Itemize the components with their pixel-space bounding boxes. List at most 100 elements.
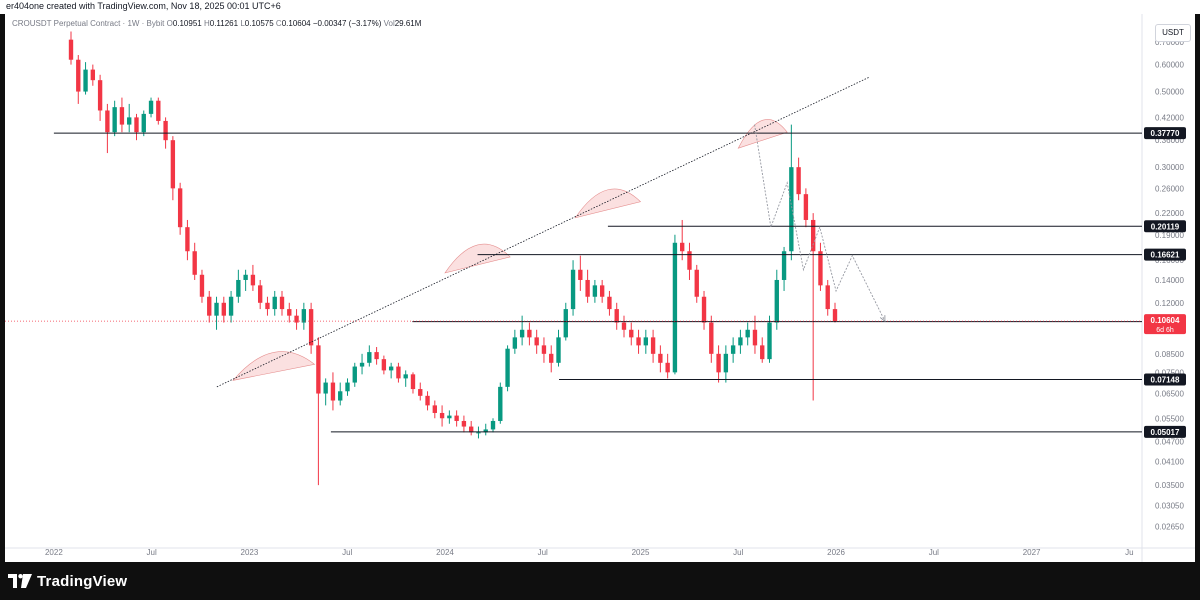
y-tick-label: 0.50000 [1155, 88, 1184, 97]
level-price-tag [1144, 220, 1186, 233]
candle-body [454, 415, 459, 421]
legend-low-label: L [240, 19, 245, 28]
candle-body [156, 100, 161, 121]
candle-body [214, 302, 219, 316]
candle-body [563, 309, 568, 338]
candle-body [832, 309, 838, 322]
candle-body [374, 352, 379, 360]
candle-body [338, 391, 343, 401]
candle-body [498, 386, 503, 421]
candle-body [447, 415, 452, 419]
candle-body [345, 382, 350, 392]
candle-body [607, 296, 612, 310]
candle-body [134, 117, 139, 133]
candle-body [709, 322, 714, 354]
y-tick-label: 0.70000 [1155, 38, 1184, 47]
candle-body [359, 362, 365, 367]
candlestick-chart[interactable]: 0.70000 0.60000 0.50000 0.42000 0.36000 0.300… [5, 14, 1195, 562]
candle-body [112, 107, 117, 133]
currency-button[interactable]: USDT [1155, 24, 1191, 42]
candle-body [556, 337, 561, 363]
level-price-label: 0.37770 [1151, 129, 1180, 138]
candle-body [774, 279, 779, 323]
candle-body [316, 345, 321, 394]
candle-body [716, 353, 721, 373]
candle-body [410, 374, 416, 390]
candle-body [636, 337, 641, 346]
candle-body [512, 337, 518, 349]
candle-body [469, 426, 474, 433]
candle-body [672, 242, 678, 373]
y-tick-label: 0.16000 [1155, 256, 1184, 265]
candle-body [272, 296, 277, 310]
candle-body [323, 382, 328, 394]
candle-body [534, 337, 539, 346]
candle-body [68, 39, 74, 60]
candle-body [599, 285, 605, 297]
candle-body [287, 309, 292, 316]
candle-body [810, 219, 816, 252]
level-price-tag [1144, 373, 1186, 386]
candle-body [519, 329, 525, 338]
candle-body [177, 188, 183, 228]
candle-body [650, 337, 656, 354]
candle-body [352, 366, 357, 383]
projection-path [754, 124, 886, 322]
candle-body [367, 352, 372, 363]
candle-body [425, 395, 430, 406]
candle-body [570, 269, 576, 310]
y-tick-label: 0.22000 [1155, 209, 1184, 218]
candle-body [83, 69, 88, 92]
tradingview-logo[interactable]: TradingView [8, 572, 127, 590]
candle-body [818, 251, 823, 286]
legend-close-value: 0.10604 [281, 19, 311, 28]
x-tick-label: 2027 [1023, 548, 1041, 557]
candle-body [221, 302, 226, 316]
candle-body [301, 309, 307, 323]
x-tick-label: Jul [538, 548, 548, 557]
level-price-tag [1144, 425, 1186, 438]
candle-body [803, 194, 809, 220]
candle-body [585, 279, 590, 297]
level-price-label: 0.20119 [1151, 222, 1180, 231]
rounding-arc-shape [444, 243, 511, 274]
legend-open-label: O [166, 19, 173, 28]
candle-body [97, 80, 103, 111]
candle-body [170, 140, 176, 189]
candle-body [614, 309, 619, 323]
candle-body [185, 227, 190, 252]
candle-body [228, 296, 234, 316]
x-tick-label: 2025 [632, 548, 650, 557]
last-price-countdown: 6d 6h [1156, 327, 1174, 334]
y-tick-label: 0.19000 [1155, 231, 1184, 240]
candle-body [461, 420, 467, 427]
candle-body [388, 366, 394, 371]
x-tick-label: Jul [733, 548, 743, 557]
y-tick-label: 0.06500 [1155, 390, 1184, 399]
y-tick-label: 0.05500 [1155, 414, 1184, 423]
x-tick-label: Ju [1125, 548, 1133, 557]
legend-volume-label: Vol [383, 19, 395, 28]
candle-body [680, 242, 685, 252]
x-tick-label: 2022 [45, 548, 63, 557]
last-price-tag [1144, 314, 1186, 335]
last-price-value: 0.10604 [1151, 316, 1180, 325]
candle-body [825, 285, 830, 310]
candle-body [643, 337, 649, 346]
legend-close-label: C [275, 19, 282, 28]
legend-volume-value: 29.61M [394, 19, 422, 28]
candle-body [549, 353, 554, 363]
y-tick-label: 0.04700 [1155, 438, 1184, 447]
candle-body [90, 69, 96, 81]
projection-arrowhead [879, 315, 886, 323]
x-tick-label: 2024 [436, 548, 454, 557]
y-tick-label: 0.60000 [1155, 61, 1184, 70]
candle-body [141, 113, 146, 133]
chart-area[interactable]: 0.70000 0.60000 0.50000 0.42000 0.36000 0.300… [5, 14, 1195, 562]
y-tick-label: 0.04100 [1155, 458, 1184, 467]
candle-body [541, 345, 547, 354]
y-tick-label: 0.30000 [1155, 163, 1184, 172]
y-tick-label: 0.02650 [1155, 522, 1184, 531]
y-tick-label: 0.26000 [1155, 184, 1184, 193]
